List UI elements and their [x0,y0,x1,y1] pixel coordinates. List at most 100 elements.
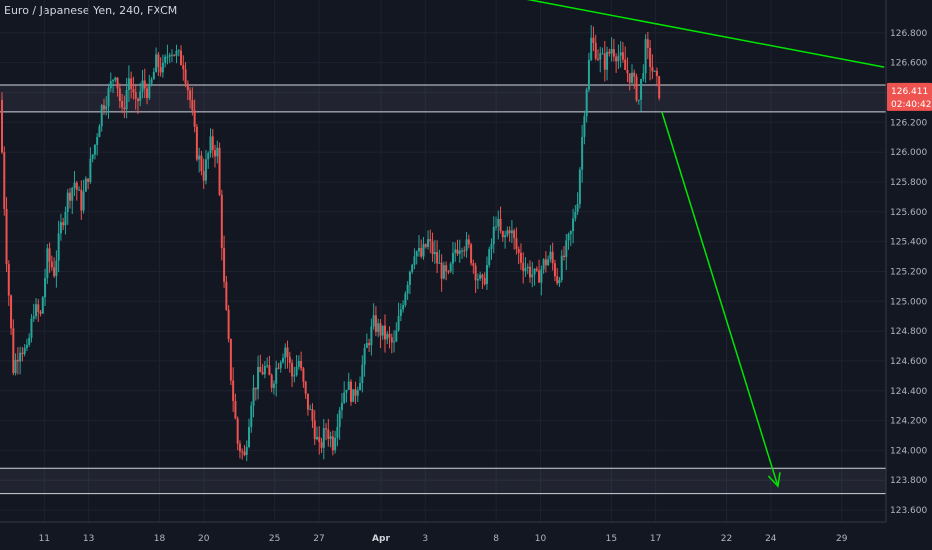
candle-body [535,268,538,271]
candle-body [238,443,241,452]
candle-body [388,333,391,338]
candle-body [592,37,595,43]
candle-body [59,222,62,234]
candle-body [177,50,180,52]
candle-body [291,362,294,377]
candle-body [44,277,47,298]
candle-body [587,59,590,90]
candle-body [100,105,103,127]
candles [1,25,661,462]
candle-body [304,381,307,394]
y-tick-label: 125.200 [890,267,927,277]
candle-body [157,54,160,68]
candle-body [25,344,28,348]
candle-body [472,263,475,266]
y-tick-label: 125.400 [890,238,927,248]
candle-body [41,297,44,314]
candle-body [565,240,568,257]
candle-body [309,409,312,411]
candle-body [252,387,255,406]
candle-body [377,323,380,332]
candle-body [461,250,464,252]
candle-body [336,426,339,438]
candle-body [465,239,468,251]
candle-body [184,69,187,84]
candle-body [603,53,606,70]
candle-body [601,53,604,55]
candle-body [628,73,631,83]
candle-body [209,136,212,154]
candle-body [272,383,275,388]
candle-body [411,264,414,272]
candle-body [53,267,56,277]
x-tick-label: 24 [765,534,777,544]
candle-body [66,192,69,212]
candle-body [551,251,554,264]
candle-body [442,265,445,279]
price-axis[interactable]: 123.600 123.800 124.000 124.200 124.400 124.6… [885,0,927,522]
candle-body [619,52,622,56]
candle-body [311,409,314,421]
candle-body [386,333,389,340]
candle-body [504,235,507,238]
candle-body [123,107,126,110]
candle-body [547,259,550,266]
candle-body [34,304,37,317]
candle-body [175,50,178,56]
price-tag-countdown: 02:40:42 [891,100,931,110]
candle-body [329,436,332,439]
candle-body [227,309,230,340]
candle-body [121,101,124,108]
candle-body [152,72,155,80]
candle-body [581,136,584,170]
candle-body [143,80,146,89]
candle-body [102,105,105,110]
candle-body [585,89,588,117]
candle-body [134,92,137,99]
candle-body [257,366,260,390]
candle-body [243,451,246,455]
candle-body [513,230,516,239]
candle-body [349,381,352,402]
candle-body [354,389,357,396]
candle-body [436,252,439,264]
candle-body [649,47,652,68]
candle-body [73,182,76,188]
candle-body [288,356,291,363]
y-tick-label: 123.800 [890,476,927,486]
candle-body [91,154,94,159]
candle-body [658,76,661,99]
candle-body [200,155,203,172]
candle-body [406,284,409,294]
candle-body [78,189,81,191]
candle-body [279,362,282,369]
candle-body [325,428,328,430]
trendlines[interactable] [523,0,885,488]
candle-body [447,271,450,273]
candle-body [422,244,425,257]
candle-body [558,279,561,284]
y-tick-label: 126.200 [890,118,927,128]
candle-body [379,323,382,336]
candle-body [415,251,418,257]
time-axis[interactable]: 11 13 18 20 25 27 Apr 3 8 10 15 17 22 24 29 [0,521,886,544]
candle-body [182,65,185,70]
candle-body [148,83,151,99]
candle-body [515,238,518,249]
candle-body [220,194,223,249]
candle-body [572,218,575,232]
candle-body [420,247,423,257]
candle-body [424,244,427,247]
candle-body [383,325,386,340]
candle-body [168,55,171,57]
y-tick-label: 125.600 [890,208,927,218]
candle-body [438,262,441,264]
candle-body [526,266,529,269]
candle-body [630,72,633,83]
candle-body [109,81,112,89]
candle-body [161,62,164,73]
candle-body [479,274,482,279]
candle-body [363,347,366,365]
candle-body [327,429,330,439]
